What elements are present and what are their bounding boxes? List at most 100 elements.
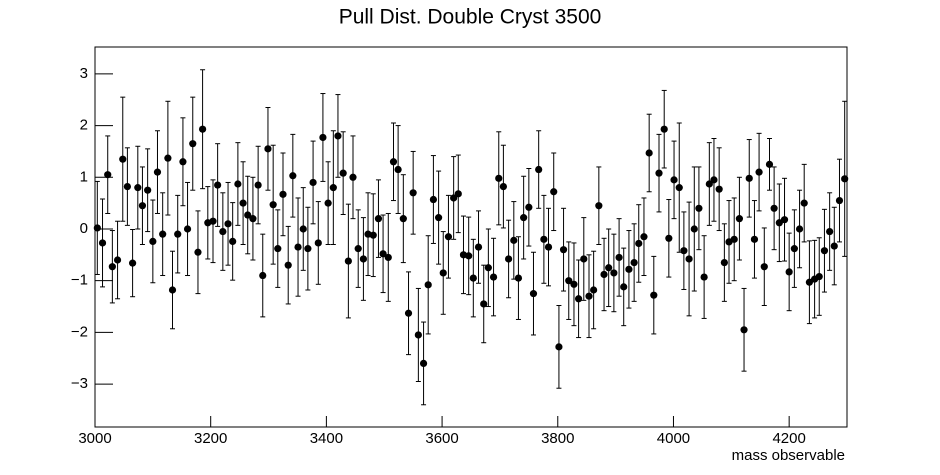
data-point xyxy=(319,133,327,142)
data-point xyxy=(785,268,793,276)
data-point xyxy=(559,246,568,254)
data-point xyxy=(525,203,533,211)
data-point xyxy=(339,169,347,177)
data-point xyxy=(765,160,774,168)
x-tick-label: 3800 xyxy=(541,430,574,447)
data-point xyxy=(123,182,131,191)
data-point xyxy=(590,286,598,294)
data-point xyxy=(715,185,723,193)
data-point xyxy=(153,168,162,176)
data-point xyxy=(249,215,257,223)
data-point xyxy=(565,277,573,285)
data-point xyxy=(841,175,849,183)
data-point xyxy=(113,256,122,264)
y-tick-label: 2 xyxy=(80,117,88,134)
data-point xyxy=(259,271,267,280)
data-point xyxy=(359,255,368,263)
data-point xyxy=(815,272,823,281)
data-point xyxy=(159,230,167,238)
data-point xyxy=(710,176,718,184)
data-point xyxy=(284,261,292,269)
data-point xyxy=(520,214,528,222)
data-point xyxy=(138,202,147,210)
data-point xyxy=(314,239,322,247)
data-point xyxy=(344,257,352,265)
data-point xyxy=(735,215,744,223)
data-point xyxy=(820,247,829,255)
x-tick-label: 3200 xyxy=(194,430,227,447)
data-point xyxy=(775,219,783,227)
data-point xyxy=(289,172,297,180)
data-point xyxy=(168,286,177,294)
data-point xyxy=(224,220,232,228)
data-point xyxy=(680,247,688,255)
data-point xyxy=(514,274,523,282)
data-point xyxy=(369,231,377,239)
data-point xyxy=(489,273,498,281)
data-point xyxy=(830,242,838,250)
data-point xyxy=(409,189,417,197)
data-point xyxy=(414,331,422,339)
y-tick-label: −3 xyxy=(71,375,88,392)
data-point xyxy=(700,273,708,281)
data-point xyxy=(149,237,157,245)
data-point xyxy=(454,190,462,198)
data-point xyxy=(194,248,202,256)
data-point xyxy=(580,255,588,263)
data-point xyxy=(695,204,703,212)
data-point xyxy=(98,239,107,247)
x-tick-label: 4000 xyxy=(657,430,690,447)
data-point xyxy=(294,243,302,251)
data-point xyxy=(179,158,187,166)
data-point xyxy=(174,230,182,238)
data-point xyxy=(309,178,317,187)
data-point xyxy=(324,199,332,207)
data-point xyxy=(183,225,192,233)
data-point xyxy=(510,236,518,244)
data-point xyxy=(555,343,563,351)
data-point xyxy=(760,263,768,271)
data-point xyxy=(535,165,543,174)
data-point xyxy=(826,227,834,236)
data-point xyxy=(439,269,447,277)
data-point xyxy=(685,255,693,263)
data-point xyxy=(244,211,252,219)
data-point xyxy=(404,309,413,317)
chart-title: Pull Dist. Double Cryst 3500 xyxy=(339,6,602,29)
data-point xyxy=(595,202,603,210)
data-point xyxy=(474,243,483,251)
data-point xyxy=(600,270,608,279)
data-point xyxy=(640,233,648,241)
data-point xyxy=(450,194,458,202)
data-point xyxy=(209,217,217,225)
data-point xyxy=(189,140,197,148)
data-point xyxy=(655,169,663,177)
data-point xyxy=(780,216,789,224)
data-point xyxy=(540,235,548,243)
data-point xyxy=(615,253,623,262)
data-point xyxy=(645,149,653,157)
y-tick-label: −1 xyxy=(71,272,88,289)
data-point xyxy=(469,274,477,282)
data-point xyxy=(144,186,152,194)
data-point xyxy=(164,154,172,162)
data-point xyxy=(234,180,242,188)
data-point xyxy=(529,290,538,298)
data-point xyxy=(254,181,262,189)
data-point xyxy=(620,283,628,291)
data-point xyxy=(499,182,507,191)
data-point xyxy=(610,269,618,277)
data-point xyxy=(690,225,698,233)
data-point xyxy=(585,292,593,300)
data-point xyxy=(800,199,808,207)
data-point xyxy=(264,145,272,153)
y-tick-label: 3 xyxy=(80,65,88,82)
x-tick-label: 3400 xyxy=(310,430,343,447)
plot-frame xyxy=(94,46,848,428)
data-point xyxy=(755,168,763,176)
data-point xyxy=(429,195,437,204)
data-point xyxy=(424,281,432,289)
data-point xyxy=(550,188,558,196)
data-point xyxy=(134,184,142,192)
